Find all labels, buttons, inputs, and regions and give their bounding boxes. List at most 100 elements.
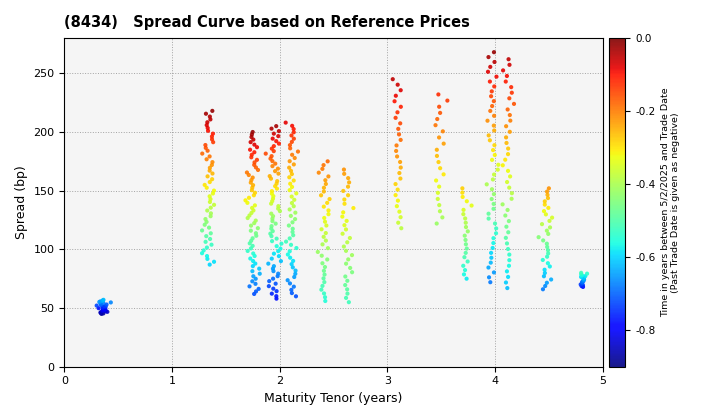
Point bbox=[245, 179, 256, 186]
Point bbox=[95, 301, 107, 307]
Point bbox=[577, 282, 589, 289]
Point bbox=[204, 113, 215, 120]
Point bbox=[289, 155, 300, 161]
Point bbox=[394, 170, 405, 176]
Point bbox=[389, 98, 400, 105]
Point bbox=[245, 255, 256, 262]
Point bbox=[246, 187, 258, 194]
Point bbox=[541, 227, 553, 234]
Point bbox=[461, 276, 472, 282]
Point bbox=[541, 240, 553, 247]
Point bbox=[291, 190, 302, 197]
Point bbox=[207, 159, 218, 165]
Point bbox=[390, 147, 402, 154]
Point bbox=[266, 215, 278, 222]
Point bbox=[319, 294, 330, 301]
Point bbox=[576, 280, 588, 287]
Point bbox=[206, 136, 217, 143]
Point bbox=[344, 235, 356, 242]
Point bbox=[202, 125, 213, 131]
Point bbox=[244, 240, 256, 247]
Point bbox=[202, 147, 213, 154]
Point bbox=[500, 156, 511, 163]
Point bbox=[93, 305, 104, 312]
Point bbox=[242, 200, 253, 206]
Point bbox=[323, 173, 334, 180]
Point bbox=[105, 299, 117, 306]
Point bbox=[284, 142, 296, 149]
Point bbox=[543, 205, 554, 211]
Point bbox=[271, 295, 282, 302]
Point bbox=[500, 134, 512, 141]
Point bbox=[395, 214, 406, 220]
Point bbox=[538, 273, 549, 280]
Point bbox=[503, 257, 515, 263]
Point bbox=[438, 140, 449, 147]
Point bbox=[284, 174, 295, 181]
Point bbox=[287, 184, 298, 190]
Point bbox=[284, 248, 295, 255]
Point bbox=[485, 255, 497, 261]
Point bbox=[200, 233, 212, 239]
Point bbox=[242, 215, 253, 221]
Point bbox=[266, 290, 278, 297]
Point bbox=[500, 279, 512, 286]
Point bbox=[248, 220, 260, 226]
Point bbox=[264, 278, 275, 284]
Point bbox=[541, 188, 553, 195]
Point bbox=[395, 120, 406, 127]
Point bbox=[536, 221, 548, 228]
Point bbox=[266, 238, 278, 244]
Point bbox=[324, 196, 336, 202]
Point bbox=[246, 210, 257, 216]
Point bbox=[266, 225, 277, 232]
Point bbox=[342, 290, 354, 297]
Point bbox=[483, 215, 495, 222]
Point bbox=[338, 209, 349, 216]
Point bbox=[248, 141, 260, 148]
Point bbox=[288, 177, 300, 184]
Point bbox=[286, 261, 297, 268]
Point bbox=[286, 200, 297, 206]
Point bbox=[539, 198, 551, 205]
Point bbox=[245, 227, 256, 234]
Point bbox=[503, 229, 514, 236]
Point bbox=[248, 273, 259, 280]
Point bbox=[486, 186, 498, 193]
Point bbox=[249, 159, 261, 166]
Point bbox=[488, 113, 500, 119]
Point bbox=[247, 268, 258, 275]
Point bbox=[337, 230, 348, 237]
Point bbox=[285, 213, 297, 219]
Point bbox=[248, 207, 259, 214]
Point bbox=[501, 73, 513, 79]
Point bbox=[242, 247, 253, 254]
Point bbox=[458, 271, 469, 278]
Point bbox=[487, 205, 499, 212]
Point bbox=[287, 219, 298, 226]
Point bbox=[273, 253, 284, 260]
Point bbox=[343, 175, 354, 181]
Point bbox=[488, 127, 500, 134]
Point bbox=[508, 100, 520, 107]
Point bbox=[341, 239, 353, 246]
Point bbox=[267, 135, 279, 142]
Point bbox=[456, 189, 468, 196]
Point bbox=[268, 130, 279, 137]
Point bbox=[500, 139, 512, 146]
Point bbox=[205, 213, 217, 220]
Point bbox=[431, 152, 443, 159]
Point bbox=[392, 197, 404, 204]
Point bbox=[267, 213, 279, 220]
Point bbox=[338, 243, 350, 250]
Point bbox=[287, 232, 299, 239]
Point bbox=[395, 164, 407, 171]
Point bbox=[580, 273, 591, 279]
Point bbox=[250, 217, 261, 224]
Point bbox=[266, 200, 277, 207]
Point bbox=[346, 252, 358, 258]
Point bbox=[241, 169, 253, 176]
Point bbox=[537, 237, 549, 244]
Point bbox=[344, 265, 356, 271]
Point bbox=[243, 194, 255, 201]
